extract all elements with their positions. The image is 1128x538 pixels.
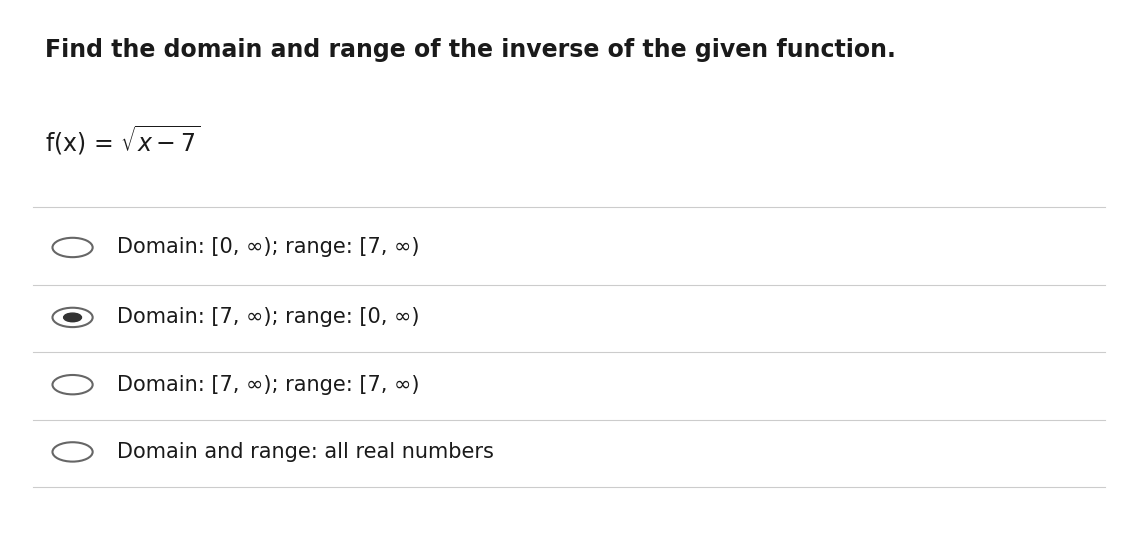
- Text: Domain: [0, ∞); range: [7, ∞): Domain: [0, ∞); range: [7, ∞): [117, 237, 420, 258]
- Circle shape: [63, 313, 81, 322]
- Text: f(x) = $\sqrt{x-7}$: f(x) = $\sqrt{x-7}$: [45, 123, 200, 157]
- Text: Domain: [7, ∞); range: [0, ∞): Domain: [7, ∞); range: [0, ∞): [117, 307, 420, 328]
- Text: Domain: [7, ∞); range: [7, ∞): Domain: [7, ∞); range: [7, ∞): [117, 374, 420, 395]
- Text: Domain and range: all real numbers: Domain and range: all real numbers: [117, 442, 494, 462]
- Text: Find the domain and range of the inverse of the given function.: Find the domain and range of the inverse…: [45, 38, 896, 62]
